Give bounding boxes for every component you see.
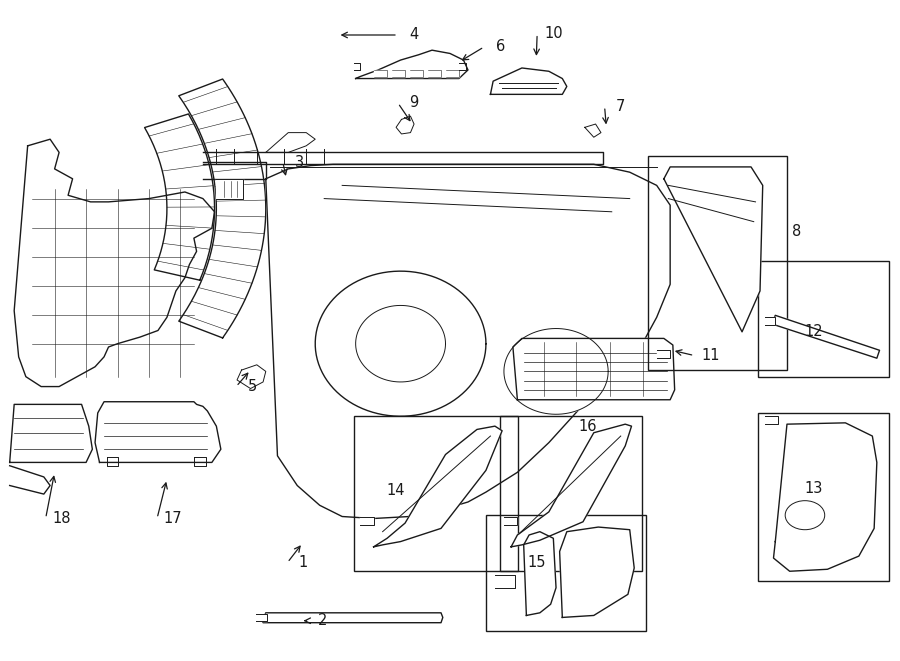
Polygon shape [261, 613, 443, 623]
Polygon shape [396, 116, 414, 134]
Text: 5: 5 [248, 379, 256, 394]
Polygon shape [446, 70, 459, 77]
Text: 3: 3 [294, 155, 303, 170]
Text: 9: 9 [410, 95, 418, 110]
Polygon shape [585, 124, 601, 137]
Polygon shape [202, 153, 603, 165]
Polygon shape [145, 114, 214, 280]
Text: 12: 12 [805, 325, 824, 339]
Polygon shape [360, 516, 373, 525]
Polygon shape [374, 426, 502, 547]
Polygon shape [179, 79, 266, 338]
Text: 6: 6 [496, 40, 505, 54]
Polygon shape [764, 317, 775, 325]
Polygon shape [256, 614, 266, 621]
Text: 4: 4 [410, 28, 418, 42]
Bar [648, 156, 787, 370]
Polygon shape [315, 271, 486, 416]
Polygon shape [657, 350, 670, 358]
Polygon shape [524, 531, 556, 615]
Polygon shape [237, 365, 266, 389]
Polygon shape [14, 139, 214, 387]
Bar [758, 413, 888, 581]
Polygon shape [773, 423, 877, 571]
Polygon shape [374, 70, 387, 77]
Text: 1: 1 [299, 555, 308, 570]
Polygon shape [513, 338, 675, 400]
Polygon shape [664, 167, 762, 332]
Bar [500, 416, 643, 571]
Text: 7: 7 [616, 98, 625, 114]
Text: 14: 14 [387, 483, 405, 498]
Bar [354, 416, 518, 571]
Text: 16: 16 [578, 418, 597, 434]
Polygon shape [266, 133, 315, 153]
Polygon shape [10, 466, 50, 494]
Polygon shape [216, 178, 243, 198]
Polygon shape [560, 527, 634, 617]
Text: 13: 13 [805, 481, 824, 496]
Polygon shape [495, 574, 515, 588]
Polygon shape [491, 68, 567, 95]
Polygon shape [392, 70, 405, 77]
Polygon shape [764, 416, 778, 424]
Polygon shape [771, 315, 879, 358]
Text: 8: 8 [792, 224, 802, 239]
Polygon shape [410, 70, 423, 77]
Polygon shape [428, 70, 441, 77]
Polygon shape [202, 163, 266, 178]
Text: 17: 17 [164, 511, 183, 526]
Polygon shape [504, 516, 518, 525]
Polygon shape [504, 329, 608, 414]
Text: 2: 2 [318, 613, 327, 628]
Polygon shape [266, 165, 670, 518]
Text: 15: 15 [527, 555, 545, 570]
Polygon shape [356, 50, 468, 79]
Text: 10: 10 [544, 26, 562, 41]
Bar [758, 261, 888, 377]
Polygon shape [95, 402, 220, 463]
Text: 11: 11 [701, 348, 720, 363]
Text: 18: 18 [52, 511, 71, 526]
Polygon shape [10, 405, 93, 463]
Polygon shape [511, 424, 632, 547]
Bar [486, 515, 646, 631]
